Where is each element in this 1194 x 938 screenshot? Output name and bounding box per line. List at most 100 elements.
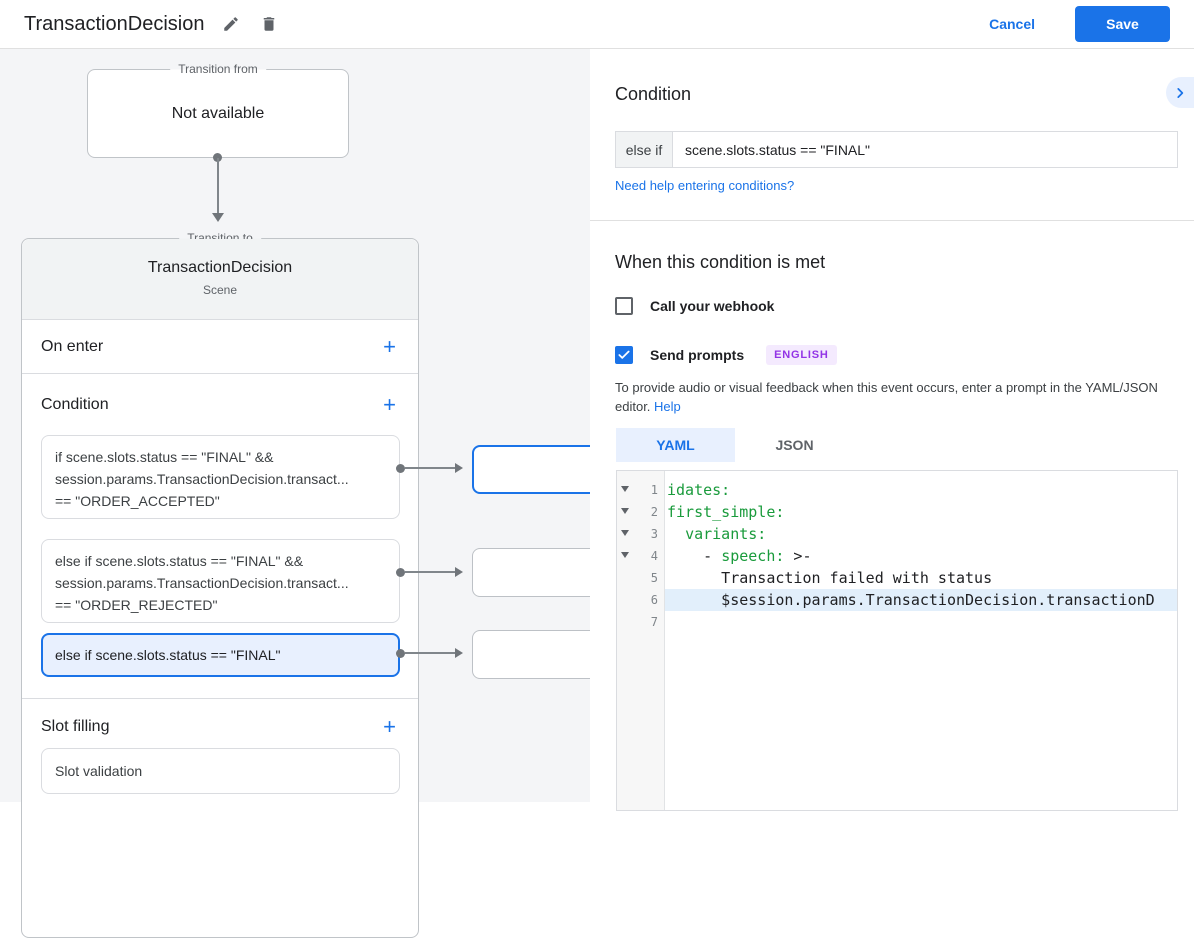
- add-on-enter-button[interactable]: +: [383, 335, 396, 358]
- connector-line: [405, 652, 455, 654]
- fold-arrow-icon[interactable]: [621, 486, 629, 492]
- code-line-7: [665, 611, 1177, 633]
- line-number: 7: [650, 615, 658, 629]
- connector-dot: [396, 568, 405, 577]
- pencil-icon: [222, 15, 240, 33]
- code-line-4: - speech: >-: [665, 545, 1177, 567]
- code-line-5: Transaction failed with status: [665, 567, 1177, 589]
- arrow-right-icon: [455, 567, 463, 577]
- yaml-token: first_simple:: [667, 503, 785, 521]
- conditions-help-link[interactable]: Need help entering conditions?: [615, 178, 795, 193]
- fold-arrow-icon[interactable]: [621, 508, 629, 514]
- code-area[interactable]: idates: first_simple: variants: - speech…: [665, 471, 1177, 810]
- transition-target-box[interactable]: [472, 548, 603, 597]
- transition-target-box-selected[interactable]: [472, 445, 603, 494]
- condition-card-1[interactable]: if scene.slots.status == "FINAL" && sess…: [41, 435, 400, 519]
- page-title: TransactionDecision: [24, 12, 205, 35]
- on-enter-section: On enter +: [22, 320, 418, 373]
- save-button[interactable]: Save: [1075, 6, 1170, 42]
- connector-dot: [396, 464, 405, 473]
- condition-card-3-selected[interactable]: else if scene.slots.status == "FINAL": [41, 633, 400, 677]
- webhook-row: Call your webhook: [615, 297, 774, 315]
- condition-input-group: else if: [615, 131, 1178, 168]
- condition-text: else if scene.slots.status == "FINAL": [55, 647, 281, 663]
- condition-text: session.params.TransactionDecision.trans…: [55, 471, 349, 487]
- send-prompts-row: Send prompts ENGLISH: [615, 345, 837, 365]
- edit-scene-button[interactable]: [218, 11, 244, 37]
- code-line-6-highlighted: $session.params.TransactionDecision.tran…: [665, 589, 1177, 611]
- delete-scene-button[interactable]: [256, 11, 282, 37]
- yaml-editor[interactable]: 1 2 3 4 5 6 7 idates: first_simple: vari…: [616, 470, 1178, 811]
- description-text: editor.: [615, 399, 651, 414]
- arrow-down-icon: [212, 213, 224, 222]
- send-prompts-checkbox[interactable]: [615, 346, 633, 364]
- flow-canvas: Transition from Not available Transition…: [0, 49, 603, 938]
- panel-heading: Condition: [615, 84, 692, 104]
- when-condition-heading: When this condition is met: [615, 252, 826, 272]
- collapse-panel-button[interactable]: [1166, 77, 1194, 108]
- slot-filling-label: Slot filling: [41, 718, 110, 735]
- connector-dot: [396, 649, 405, 658]
- condition-text: == "ORDER_ACCEPTED": [55, 493, 220, 509]
- on-enter-label: On enter: [41, 337, 104, 355]
- slot-validation-card[interactable]: Slot validation: [41, 748, 400, 794]
- tab-json[interactable]: JSON: [735, 428, 854, 462]
- connector-line: [217, 158, 219, 213]
- line-number: 6: [650, 593, 658, 607]
- fold-arrow-icon[interactable]: [621, 552, 629, 558]
- line-number: 2: [650, 505, 658, 519]
- description-text: To provide audio or visual feedback when…: [615, 380, 1158, 395]
- condition-input[interactable]: [673, 132, 1177, 167]
- cancel-button[interactable]: Cancel: [989, 16, 1035, 32]
- plus-icon: +: [383, 714, 396, 739]
- code-line-2: first_simple:: [665, 501, 1177, 523]
- condition-details-panel: Condition else if Need help entering con…: [590, 49, 1194, 811]
- condition-text: session.params.TransactionDecision.trans…: [55, 575, 349, 591]
- gutter-row: 6: [617, 589, 664, 611]
- code-line-1: idates:: [665, 479, 1177, 501]
- yaml-token: speech:: [721, 547, 785, 565]
- line-number: 4: [650, 549, 658, 563]
- condition-prefix: else if: [616, 132, 673, 167]
- transition-from-box: Transition from Not available: [87, 61, 349, 158]
- prompt-description: To provide audio or visual feedback when…: [615, 378, 1158, 416]
- connector-line: [405, 467, 455, 469]
- slot-filling-section: Slot filling +: [22, 709, 418, 745]
- gutter-row: 3: [617, 523, 664, 545]
- condition-text: else if scene.slots.status == "FINAL" &&: [55, 553, 304, 569]
- connector-dot: [213, 153, 222, 162]
- transition-from-value: Not available: [171, 104, 265, 122]
- section-divider: [22, 373, 418, 374]
- condition-text: if scene.slots.status == "FINAL" &&: [55, 449, 274, 465]
- gutter-row: 7: [617, 611, 664, 633]
- yaml-token: [667, 525, 685, 543]
- transition-target-box[interactable]: [472, 630, 603, 679]
- editor-gutter: 1 2 3 4 5 6 7: [617, 471, 665, 810]
- section-divider: [22, 698, 418, 699]
- yaml-token: >-: [784, 547, 812, 565]
- tab-yaml[interactable]: YAML: [616, 428, 735, 462]
- scene-header: TransactionDecision Scene: [22, 239, 418, 320]
- webhook-checkbox[interactable]: [615, 297, 633, 315]
- help-link[interactable]: Help: [654, 399, 681, 414]
- code-line-3: variants:: [665, 523, 1177, 545]
- yaml-token: -: [667, 547, 722, 565]
- yaml-token: $session.params.TransactionDecision.tran…: [667, 591, 1155, 609]
- page-header: TransactionDecision Cancel Save: [0, 0, 1194, 49]
- send-prompts-label: Send prompts: [650, 347, 745, 363]
- editor-tabs: YAML JSON: [616, 428, 854, 462]
- chevron-right-icon: [1173, 86, 1187, 100]
- transition-from-legend: Transition from: [170, 61, 266, 78]
- yaml-token: variants:: [685, 525, 767, 543]
- fold-arrow-icon[interactable]: [621, 530, 629, 536]
- add-slot-button[interactable]: +: [383, 716, 396, 738]
- arrow-right-icon: [455, 648, 463, 658]
- line-number: 1: [650, 483, 658, 497]
- condition-card-2[interactable]: else if scene.slots.status == "FINAL" &&…: [41, 539, 400, 623]
- condition-section: Condition +: [22, 387, 418, 423]
- yaml-token: idates:: [667, 481, 731, 499]
- gutter-row: 1: [617, 479, 664, 501]
- condition-text: == "ORDER_REJECTED": [55, 597, 218, 613]
- add-condition-button[interactable]: +: [383, 394, 396, 416]
- plus-icon: +: [383, 392, 396, 417]
